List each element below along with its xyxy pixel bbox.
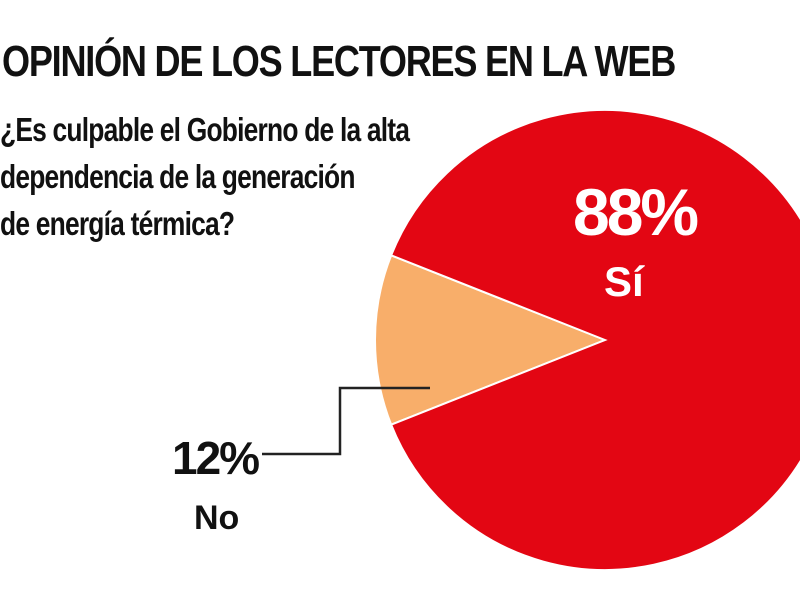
no-percent-label: 12%: [172, 432, 259, 484]
question-line-2: dependencia de la generación: [0, 158, 355, 195]
pie-slice-no: [373, 254, 608, 426]
question-line-3: de energía térmica?: [0, 205, 235, 242]
si-label: Sí: [604, 258, 645, 305]
si-percent-label: 88%: [573, 175, 697, 249]
chart-title: OPINIÓN DE LOS LECTORES EN LA WEB: [2, 37, 676, 86]
no-leader-line: [262, 386, 430, 456]
no-label: No: [194, 499, 239, 537]
pie-slices: [373, 109, 800, 571]
question-line-1: ¿Es culpable el Gobierno de la alta: [0, 111, 410, 148]
survey-question: ¿Es culpable el Gobierno de la alta depe…: [0, 106, 416, 247]
pie-slice-si: [389, 109, 800, 571]
